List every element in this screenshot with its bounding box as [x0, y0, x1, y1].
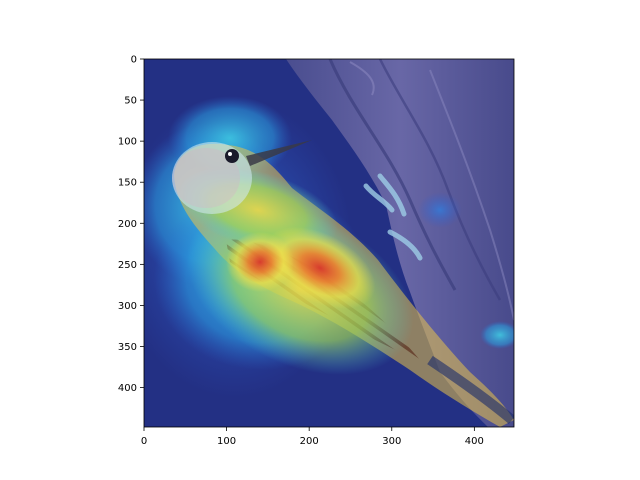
y-tick-label: 100: [118, 137, 137, 148]
x-tick-label: 200: [300, 436, 319, 447]
bird-feet: [363, 173, 423, 261]
y-tick-label: 250: [118, 260, 137, 271]
y-tick-label: 300: [118, 301, 137, 312]
y-tick-label: 50: [124, 96, 137, 107]
y-tick-label: 150: [118, 178, 137, 189]
x-tick-label: 300: [382, 436, 401, 447]
bird-eye: [225, 149, 239, 163]
bird-beak: [246, 140, 312, 166]
y-axis: 0 50 100 150 200 250 300 350 400: [118, 55, 144, 394]
heatmap-image: [144, 59, 514, 427]
y-tick-label: 0: [131, 55, 137, 66]
x-tick-label: 100: [217, 436, 236, 447]
x-tick-label: 0: [141, 436, 147, 447]
x-axis: 0 100 200 300 400: [141, 427, 484, 447]
x-tick-label: 400: [465, 436, 484, 447]
plot-frame: [143, 58, 515, 428]
y-tick-label: 400: [118, 383, 137, 394]
tree-bark: [286, 59, 514, 427]
y-tick-label: 200: [118, 219, 137, 230]
y-tick-label: 350: [118, 342, 137, 353]
